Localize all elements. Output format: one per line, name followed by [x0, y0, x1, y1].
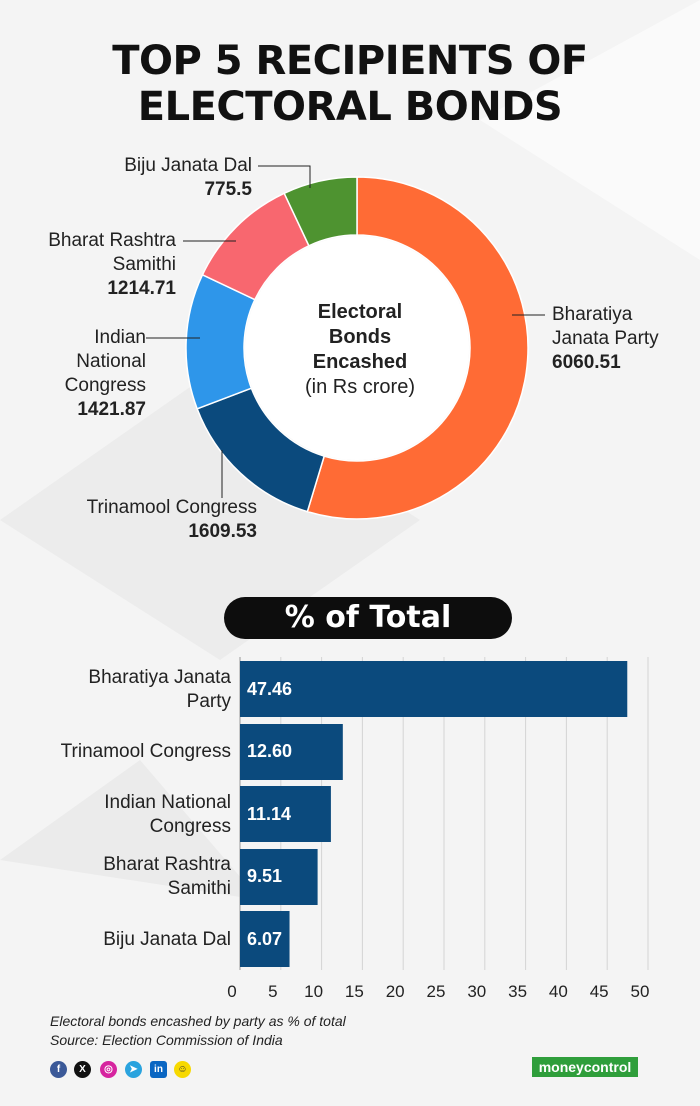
x-tick: 40	[548, 982, 568, 1001]
bar-label-brs-line-2: Samithi	[167, 878, 231, 899]
bar-label-inc: Indian National Congress	[104, 791, 231, 839]
bar-label-tmc: Trinamool Congress	[61, 740, 231, 764]
bar-label-brs-line-1: Bharat Rashtra	[103, 854, 231, 875]
x-tick: 15	[344, 982, 364, 1001]
footer-source: Source: Election Commission of India	[50, 1032, 283, 1048]
x-tick: 5	[268, 982, 278, 1001]
slice-bjd	[283, 176, 358, 247]
donut-hole	[245, 236, 469, 460]
donut-label-bjd-value: 775.5	[204, 179, 252, 200]
donut-chart	[146, 165, 545, 520]
bar-label-bjd-line-1: Biju Janata Dal	[103, 929, 231, 950]
linkedin-icon[interactable]: in	[150, 1061, 167, 1078]
donut-label-tmc-name: Trinamool Congress	[86, 497, 257, 518]
donut-label-bjd-name: Biju Janata Dal	[124, 155, 252, 176]
page-title: TOP 5 RECIPIENTS OF ELECTORAL BONDS	[0, 38, 700, 130]
x-tick: 35	[508, 982, 528, 1001]
facebook-icon[interactable]: f	[50, 1061, 67, 1078]
bar-value-bjd: 6.07	[247, 929, 283, 949]
donut-label-inc-name-3: Congress	[64, 375, 146, 396]
donut-label-bjp-name-1: Bharatiya	[552, 304, 633, 325]
donut-label-inc: Indian National Congress 1421.87	[65, 326, 146, 422]
donut-label-inc-name-2: National	[76, 351, 146, 372]
x-tick: 25	[426, 982, 446, 1001]
bar-label-brs: Bharat Rashtra Samithi	[103, 853, 231, 901]
center-line-4: (in Rs crore)	[304, 376, 415, 398]
x-icon[interactable]: X	[74, 1061, 91, 1078]
donut-label-tmc: Trinamool Congress 1609.53	[87, 496, 257, 544]
center-line-2: Bonds	[328, 326, 392, 348]
logo-text-control: control	[583, 1059, 632, 1075]
x-tick: 0	[227, 982, 237, 1001]
snapchat-icon[interactable]: ☺	[174, 1061, 191, 1078]
x-tick: 50	[630, 982, 650, 1001]
donut-label-inc-name-1: Indian	[94, 327, 146, 348]
bar-value-tmc: 12.60	[247, 741, 293, 761]
x-tick: 30	[467, 982, 487, 1001]
footer-note: Electoral bonds encashed by party as % o…	[50, 1013, 346, 1029]
center-line-1: Electoral	[317, 301, 403, 323]
donut-label-bjd: Biju Janata Dal 775.5	[124, 154, 252, 202]
instagram-icon[interactable]: ◎	[100, 1061, 117, 1078]
bar-label-inc-line-1: Indian National	[104, 792, 231, 813]
slice-bjp	[306, 176, 529, 520]
donut-label-bjp-name-2: Janata Party	[552, 328, 659, 349]
bar-chart-heading: % of Total	[224, 597, 512, 639]
donut-center-label: Electoral Bonds Encashed (in Rs crore)	[270, 300, 450, 400]
bar-label-bjp-line-1: Bharatiya Janata	[88, 667, 231, 688]
leader-bjd	[258, 165, 311, 188]
bar-value-bjp: 47.46	[247, 679, 293, 699]
bar-label-tmc-line-1: Trinamool Congress	[60, 741, 231, 762]
donut-label-inc-value: 1421.87	[77, 399, 146, 420]
telegram-icon[interactable]: ➤	[125, 1061, 142, 1078]
x-tick: 20	[385, 982, 405, 1001]
bar-label-bjd: Biju Janata Dal	[103, 928, 231, 952]
bar-label-bjp: Bharatiya Janata Party	[88, 666, 231, 714]
x-tick: 10	[304, 982, 324, 1001]
title-line-1: TOP 5 RECIPIENTS OF	[112, 38, 588, 84]
donut-label-brs: Bharat Rashtra Samithi 1214.71	[48, 229, 176, 301]
donut-label-bjp-value: 6060.51	[552, 352, 621, 373]
donut-label-brs-value: 1214.71	[107, 278, 176, 299]
donut-label-bjp: Bharatiya Janata Party 6060.51	[552, 303, 659, 375]
bar-label-bjp-line-2: Party	[186, 691, 231, 712]
title-line-2: ELECTORAL BONDS	[137, 84, 563, 130]
donut-label-tmc-value: 1609.53	[188, 521, 257, 542]
logo-text-money: money	[538, 1059, 584, 1075]
bar-value-brs: 9.51	[247, 866, 283, 886]
donut-label-brs-name-2: Samithi	[112, 254, 176, 275]
moneycontrol-logo: moneycontrol	[532, 1057, 638, 1077]
center-line-3: Encashed	[312, 351, 408, 373]
bar-value-inc: 11.14	[247, 804, 292, 824]
x-tick: 45	[589, 982, 609, 1001]
donut-label-brs-name-1: Bharat Rashtra	[48, 230, 176, 251]
bar-label-inc-line-2: Congress	[149, 816, 231, 837]
